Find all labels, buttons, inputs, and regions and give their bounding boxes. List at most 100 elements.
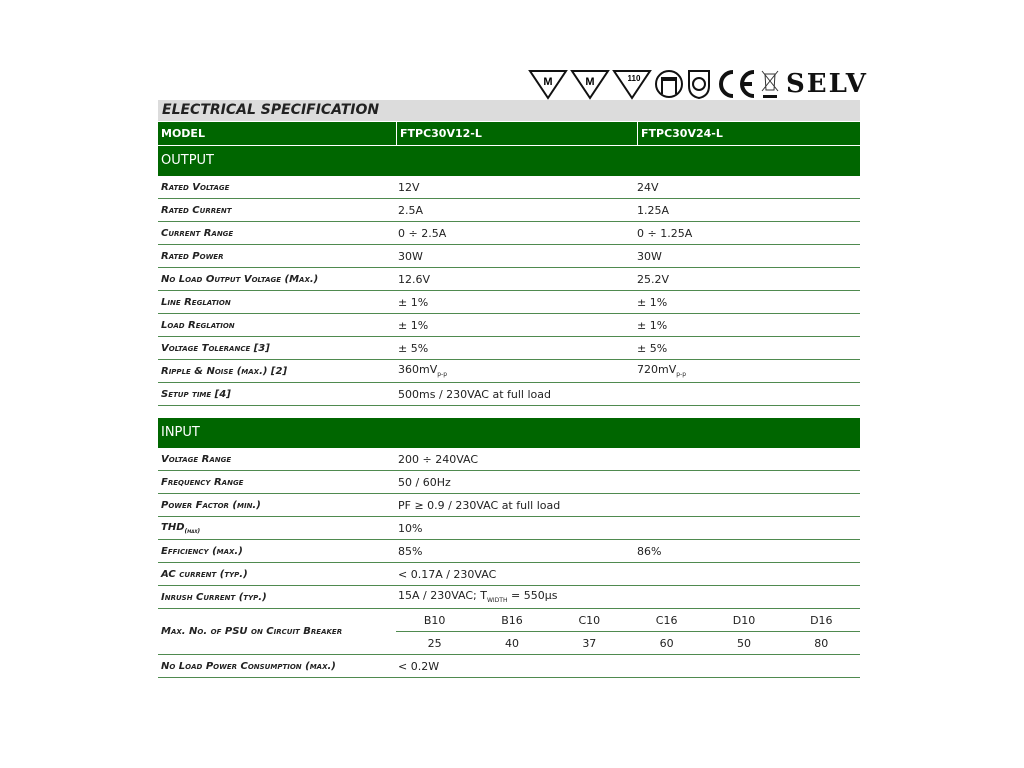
svg-text:M: M: [543, 76, 552, 88]
m-triangle-icon: M: [528, 70, 568, 100]
value-a: < 0.2W: [398, 659, 440, 673]
svg-text:M: M: [585, 76, 594, 88]
row-label: No Load Power Consumption (max.): [161, 660, 336, 672]
value-a: ± 5%: [398, 341, 429, 355]
weee-bin-icon: [761, 70, 779, 98]
breaker-type: D16: [810, 613, 833, 627]
row-label: Rated Current: [161, 204, 232, 216]
row-label: Max. No. of PSU on Circuit Breaker: [161, 626, 343, 637]
breaker-count: 50: [736, 636, 751, 650]
row-label: No Load Output Voltage (Max.): [161, 273, 319, 285]
spec-row: Rated Current 2.5A 1.25A: [158, 199, 860, 222]
value-a: 85%: [398, 544, 423, 558]
row-label: Load Reglation: [161, 319, 235, 331]
row-label: AC current (typ.): [161, 568, 248, 580]
spec-row: Power Factor (min.) PF ≥ 0.9 / 230VAC at …: [158, 494, 860, 517]
breaker-type: B10: [423, 613, 446, 627]
breaker-type: C10: [578, 613, 601, 627]
section-title: ELECTRICAL SPECIFICATION: [158, 100, 860, 121]
breaker-count: 60: [659, 636, 674, 650]
ce-mark-icon: [719, 70, 755, 98]
breaker-type: B16: [501, 613, 523, 627]
row-label: Line Reglation: [161, 296, 231, 308]
spec-row: Current Range 0 ÷ 2.5A 0 ÷ 1.25A: [158, 222, 860, 245]
input-heading: INPUT: [158, 417, 860, 448]
breaker-type: D10: [732, 613, 756, 627]
spec-row: Inrush Current (typ.) 15A / 230VAC; TWIDT…: [158, 586, 860, 609]
value-a: 15A / 230VAC; TWIDTH = 550µs: [398, 589, 558, 605]
spec-row: No Load Output Voltage (Max.) 12.6V 25.2V: [158, 268, 860, 291]
value-a: ± 1%: [398, 295, 429, 309]
row-label: Rated Power: [161, 250, 224, 262]
spec-row: Load Reglation ± 1% ± 1%: [158, 314, 860, 337]
spec-row: Rated Voltage 12V 24V: [158, 176, 860, 199]
model-a: FTPC30V12-L: [396, 122, 637, 145]
spec-row: Voltage Tolerance [3] ± 5% ± 5%: [158, 337, 860, 360]
value-b: 0 ÷ 1.25A: [637, 226, 693, 240]
spec-row: AC current (typ.) < 0.17A / 230VAC: [158, 563, 860, 586]
value-a: 30W: [398, 249, 423, 263]
row-label: THD(max): [161, 521, 201, 535]
model-label: MODEL: [161, 127, 205, 140]
breaker-count: 80: [814, 636, 829, 650]
selv-mark: SELV: [786, 69, 868, 99]
circuit-breaker-row: Max. No. of PSU on Circuit Breaker B10 B1…: [158, 609, 860, 655]
value-b: 86%: [637, 544, 662, 558]
breaker-count: 37: [582, 636, 597, 650]
certification-marks: M M 110 SELV: [528, 66, 868, 102]
svg-text:110: 110: [628, 74, 641, 83]
spec-row: Voltage Range 200 ÷ 240VAC: [158, 448, 860, 471]
spec-row: Frequency Range 50 / 60Hz: [158, 471, 860, 494]
110-triangle-icon: 110: [612, 70, 652, 100]
row-label: Frequency Range: [161, 476, 244, 488]
spec-row: Line Reglation ± 1% ± 1%: [158, 291, 860, 314]
value-b: 25.2V: [637, 272, 670, 286]
value-a: 200 ÷ 240VAC: [398, 452, 479, 466]
value-b: 30W: [637, 249, 662, 263]
value-b: 24V: [637, 180, 659, 194]
row-label: Voltage Tolerance [3]: [161, 342, 270, 354]
value-a: 12.6V: [398, 272, 431, 286]
value-a: 360mVp-p: [398, 363, 448, 379]
value-a: 0 ÷ 2.5A: [398, 226, 447, 240]
value-b: 720mVp-p: [637, 363, 687, 379]
row-label: Inrush Current (typ.): [161, 591, 267, 603]
row-label: Rated Voltage: [161, 181, 230, 193]
model-header-row: MODEL FTPC30V12-L FTPC30V24-L: [158, 121, 860, 145]
row-label: Voltage Range: [161, 453, 232, 465]
m-triangle-icon: M: [570, 70, 610, 100]
breaker-type: C16: [655, 613, 678, 627]
spec-row: Rated Power 30W 30W: [158, 245, 860, 268]
class-ii-enclosure-icon: [655, 70, 683, 98]
value-b: 1.25A: [637, 203, 670, 217]
output-heading: OUTPUT: [158, 145, 860, 176]
row-label: Efficiency (max.): [161, 545, 243, 557]
electrical-specification-table: ELECTRICAL SPECIFICATION MODEL FTPC30V12…: [158, 100, 860, 678]
breaker-count: 25: [427, 636, 442, 650]
value-b: ± 5%: [637, 341, 668, 355]
spec-row: Setup time [4] 500ms / 230VAC at full loa…: [158, 383, 860, 406]
value-a: 500ms / 230VAC at full load: [398, 387, 551, 401]
value-a: < 0.17A / 230VAC: [398, 567, 497, 581]
breaker-types: B10 B16 C10 C16 D10 D16: [396, 609, 860, 632]
row-label: Power Factor (min.): [161, 499, 261, 511]
model-b: FTPC30V24-L: [637, 122, 860, 145]
value-a: PF ≥ 0.9 / 230VAC at full load: [398, 498, 561, 512]
spec-row: No Load Power Consumption (max.) < 0.2W: [158, 655, 860, 678]
row-label: Setup time [4]: [161, 388, 231, 400]
breaker-count: 40: [504, 636, 519, 650]
row-label: Ripple & Noise (max.) [2]: [161, 365, 288, 377]
value-a: 10%: [398, 521, 423, 535]
value-a: 2.5A: [398, 203, 424, 217]
value-a: ± 1%: [398, 318, 429, 332]
breaker-counts: 25 40 37 60 50 80: [396, 632, 860, 654]
value-b: ± 1%: [637, 318, 668, 332]
safety-shield-icon: [688, 70, 710, 100]
row-label: Current Range: [161, 227, 234, 239]
spec-row: THD(max) 10%: [158, 517, 860, 540]
value-b: ± 1%: [637, 295, 668, 309]
spec-row: Efficiency (max.) 85% 86%: [158, 540, 860, 563]
value-a: 50 / 60Hz: [398, 475, 451, 489]
value-a: 12V: [398, 180, 420, 194]
spec-row: Ripple & Noise (max.) [2] 360mVp-p 720mVp-…: [158, 360, 860, 383]
